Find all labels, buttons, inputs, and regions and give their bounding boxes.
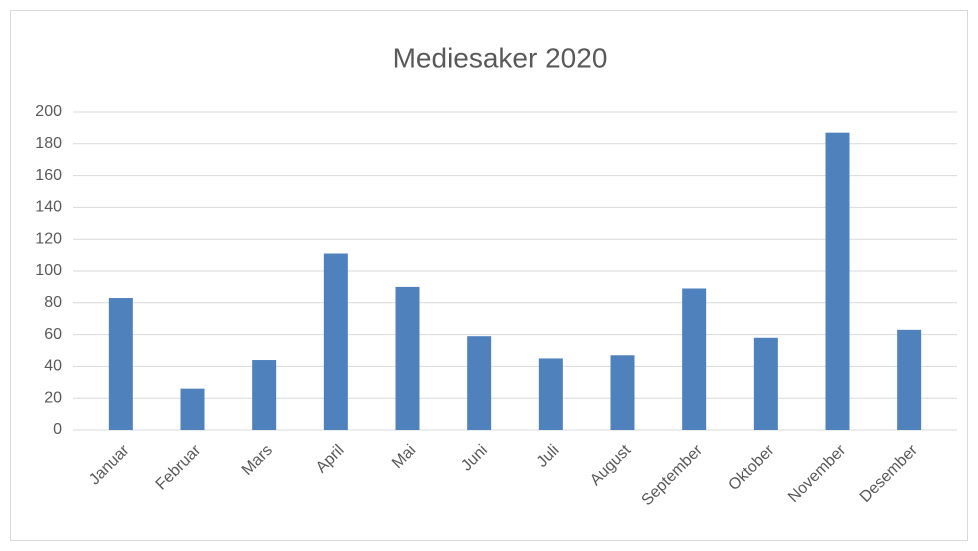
bar [610,355,635,430]
y-tick-label: 40 [44,358,62,375]
y-tick-label: 120 [35,230,62,247]
bar [467,336,492,430]
y-tick-label: 20 [44,389,62,406]
bar [753,337,778,430]
bar [323,253,348,430]
y-tick-label: 60 [44,326,62,343]
bar [395,286,420,430]
y-tick-label: 0 [53,421,62,438]
chart-border [10,10,968,541]
bar [825,132,850,431]
bar [252,360,277,430]
y-tick-label: 160 [35,167,62,184]
bar [682,288,707,430]
y-tick-label: 180 [35,135,62,152]
y-tick-label: 200 [35,103,62,120]
bar [108,298,133,430]
bar [180,388,205,430]
y-tick-label: 140 [35,199,62,216]
bar [897,329,922,430]
y-tick-label: 80 [44,294,62,311]
chart-title: Mediesaker 2020 [393,42,608,73]
bar [538,358,563,430]
y-tick-label: 100 [35,262,62,279]
